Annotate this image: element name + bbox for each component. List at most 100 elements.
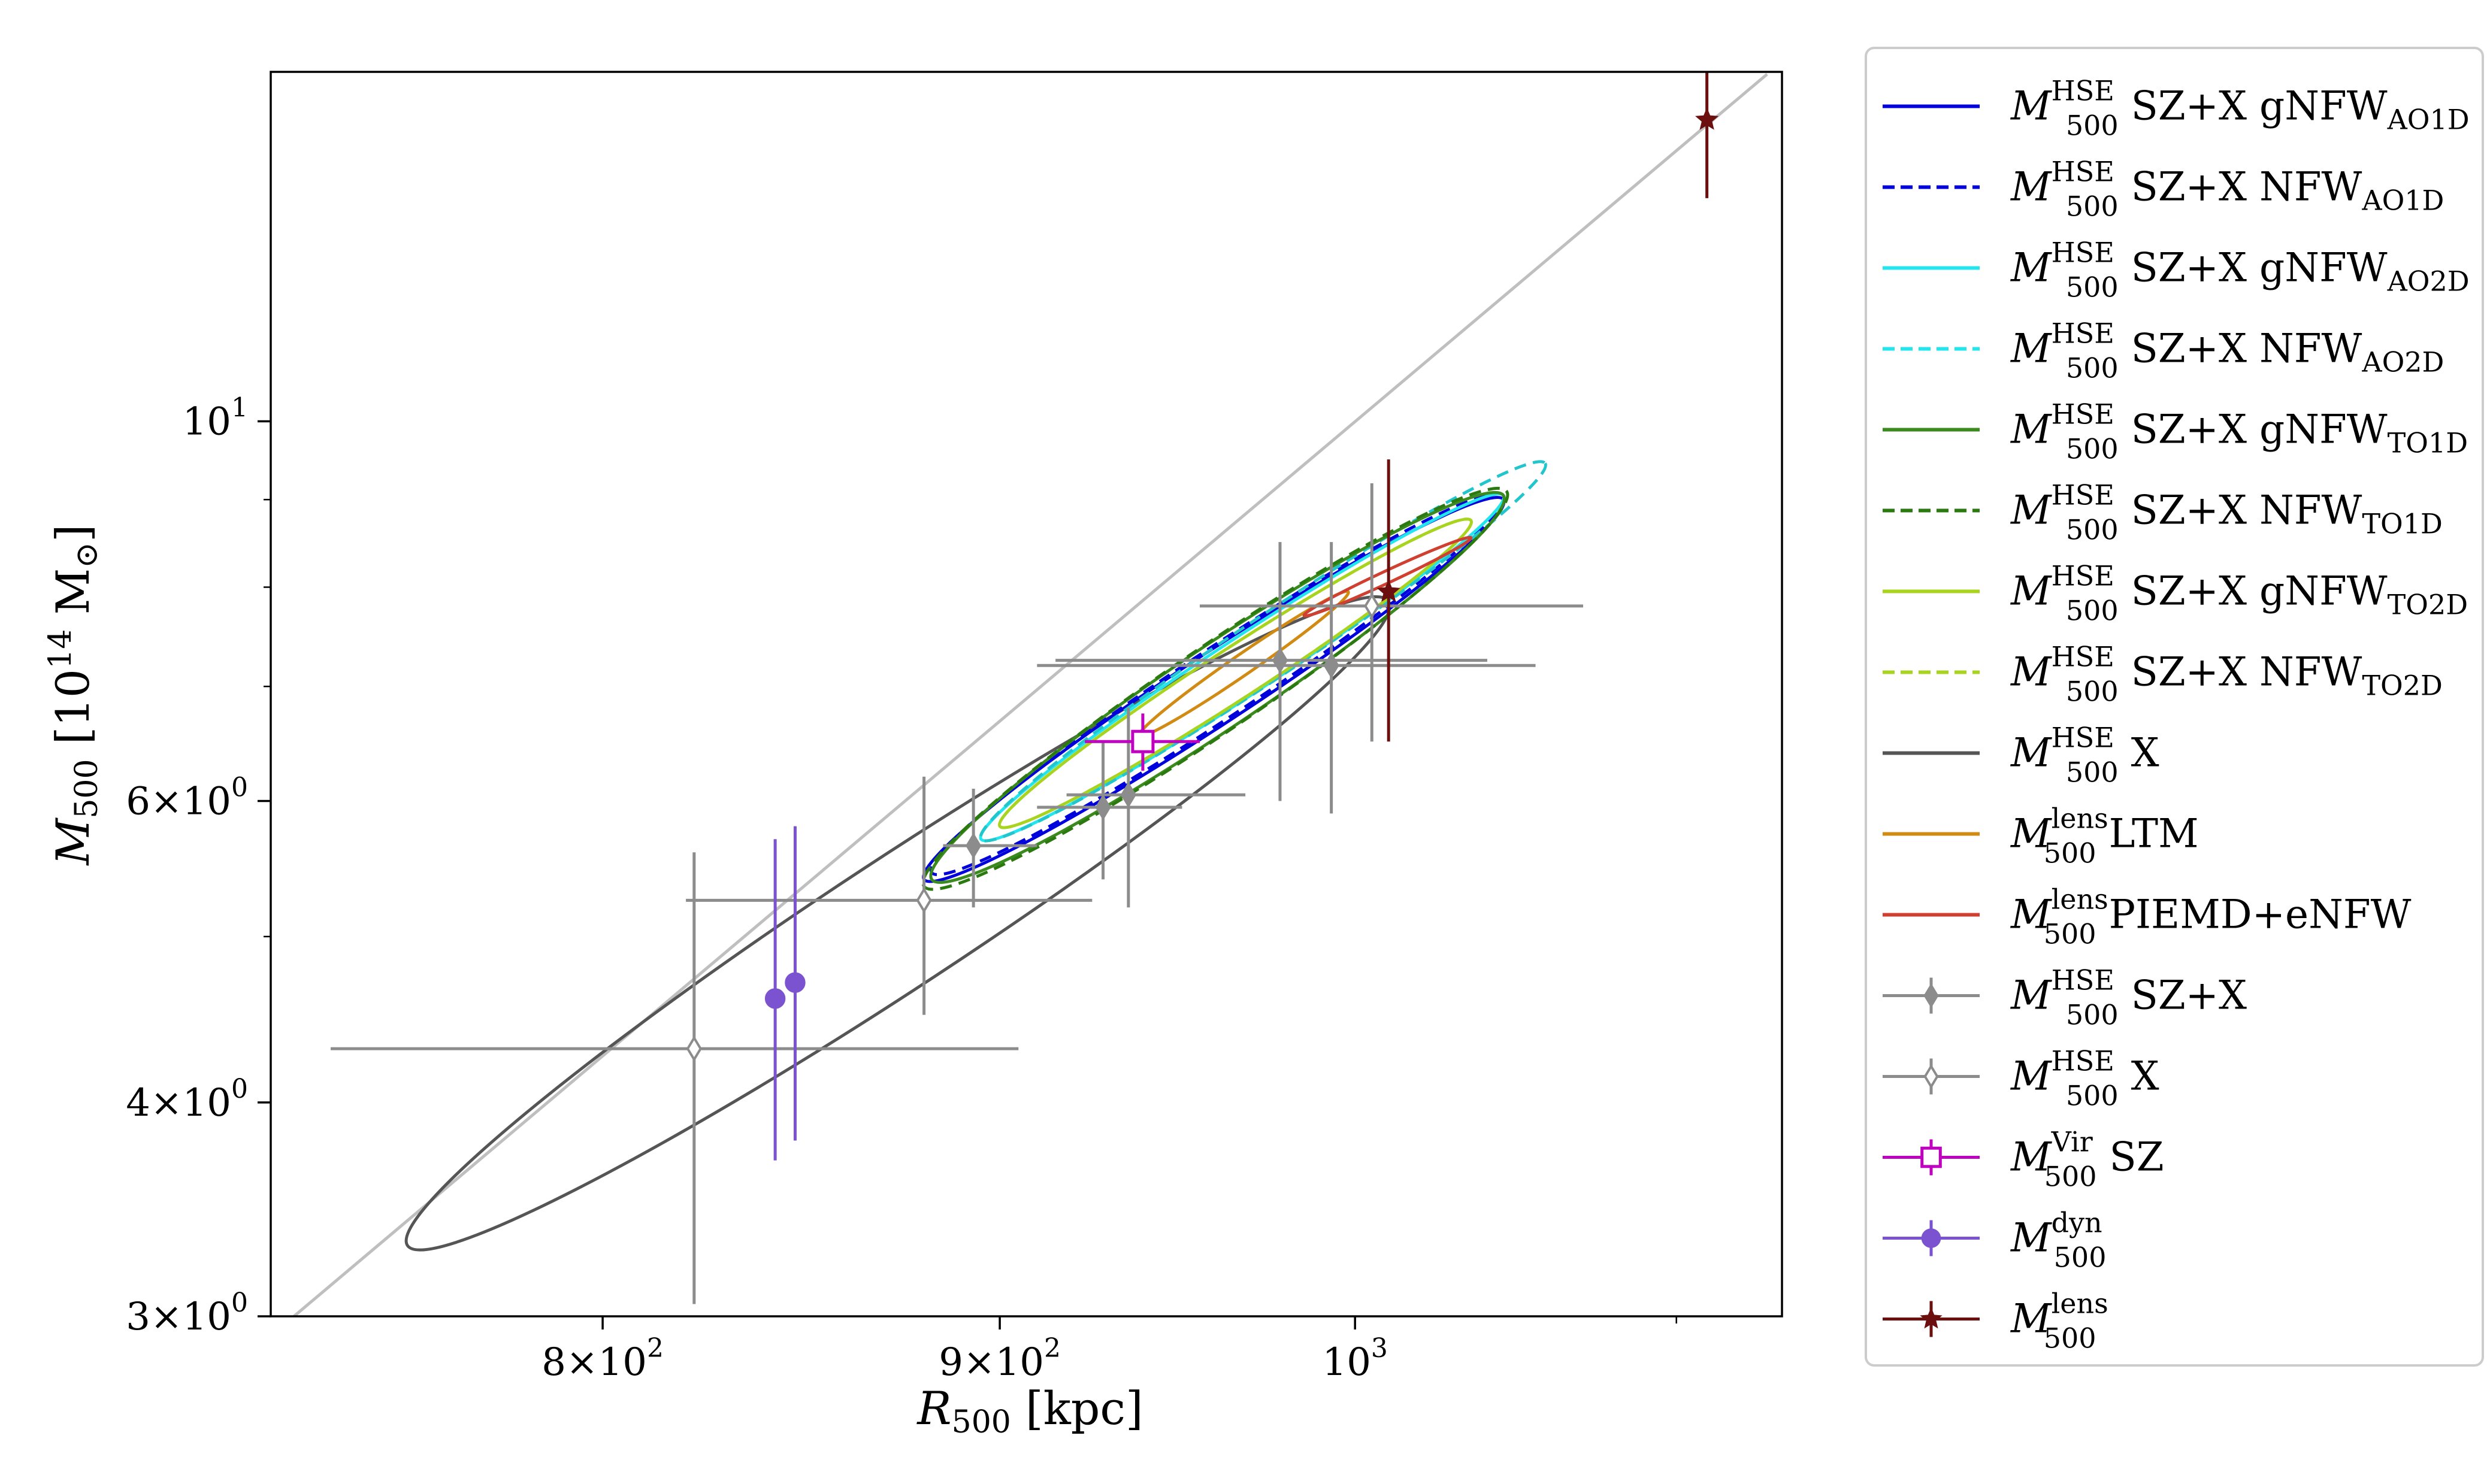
legend-sub-8: 500 xyxy=(2066,756,2119,789)
legend-sub-2: 500 xyxy=(2066,271,2119,304)
legend-text-8: X xyxy=(2131,730,2159,776)
legend-symbol-12: M xyxy=(2010,1053,2052,1100)
legend-symbol-2: M xyxy=(2010,245,2052,291)
point-3-1 xyxy=(785,972,806,993)
legend-entry-3: MHSE 500 SZ+X NFWAO2D xyxy=(1883,317,2444,384)
legend-entry-15: Mlens 500 xyxy=(1883,1288,2108,1355)
legend-box xyxy=(1865,47,2484,1367)
legend-space-10 xyxy=(2096,892,2109,938)
y-tick-exp-3: 1 xyxy=(231,392,248,423)
legend-sub-7: 500 xyxy=(2066,676,2119,708)
legend-label-6: MHSE 500 SZ+X gNFWTO2D xyxy=(2010,560,2468,627)
legend-space-13 xyxy=(2097,1134,2110,1180)
legend-label-3: MHSE 500 SZ+X NFWAO2D xyxy=(2010,317,2444,384)
legend-text-sub-1: AO1D xyxy=(2361,184,2444,217)
series-2 xyxy=(1085,713,1200,771)
legend-sup-11: HSE xyxy=(2052,964,2114,997)
legend-sup-7: HSE xyxy=(2052,641,2114,673)
legend-text-0: SZ+X gNFW xyxy=(2131,83,2388,129)
legend-sub-15: 500 xyxy=(2044,1322,2096,1355)
x-axis-label: R500 [kpc] xyxy=(916,1382,1143,1440)
y-tick-label-3: 101 xyxy=(183,392,248,444)
legend-sup-6: HSE xyxy=(2052,560,2114,592)
legend-symbol-14: M xyxy=(2010,1215,2052,1261)
legend-label-14: Mdyn 500 xyxy=(2010,1207,2106,1274)
legend-label-1: MHSE 500 SZ+X NFWAO1D xyxy=(2010,156,2444,223)
legend-text-12: X xyxy=(2131,1053,2159,1100)
point-1-2 xyxy=(1364,592,1380,619)
legend-space-8 xyxy=(2119,730,2131,776)
legend-text-sub-5: TO1D xyxy=(2362,508,2443,540)
y-tick-mant-2: 6×10 xyxy=(126,780,231,824)
point-0-2 xyxy=(1120,782,1137,808)
legend-symbol-5: M xyxy=(2010,487,2052,534)
y-tick-label-0: 3×100 xyxy=(126,1288,248,1339)
legend-space-2 xyxy=(2119,245,2131,291)
legend-sup-4: HSE xyxy=(2052,398,2114,431)
legend-sub-3: 500 xyxy=(2066,352,2119,384)
legend-text-sub-6: TO2D xyxy=(2388,589,2468,621)
legend-marker-11 xyxy=(1923,983,1939,1008)
point-2-0 xyxy=(1131,729,1155,753)
legend-sup-14: dyn xyxy=(2052,1207,2102,1239)
legend-space-5 xyxy=(2119,487,2131,534)
legend-sub-5: 500 xyxy=(2066,514,2119,546)
legend-label-11: MHSE 500 SZ+X xyxy=(2010,964,2247,1031)
legend-symbol-6: M xyxy=(2010,568,2052,614)
y-tick-exp-1: 0 xyxy=(231,1074,248,1104)
legend-sub-13: 500 xyxy=(2044,1161,2097,1193)
legend-symbol-13: M xyxy=(2010,1134,2052,1180)
legend-sup-2: HSE xyxy=(2052,237,2114,269)
legend-entry-4: MHSE 500 SZ+X gNFWTO1D xyxy=(1883,398,2468,465)
legend-label-13: MVir 500 SZ xyxy=(2010,1126,2164,1193)
axes-frame xyxy=(270,71,1783,1318)
y-tick-label-1: 4×100 xyxy=(126,1074,248,1125)
legend-entry-7: MHSE 500 SZ+X NFWTO2D xyxy=(1883,641,2443,708)
legend-text-11: SZ+X xyxy=(2131,973,2247,1019)
legend-text-sub-4: TO1D xyxy=(2388,427,2468,459)
point-3-0 xyxy=(764,988,786,1009)
legend-sub-1: 500 xyxy=(2066,190,2119,223)
legend-entry-14: Mdyn 500 xyxy=(1883,1207,2106,1274)
legend-sup-12: HSE xyxy=(2052,1045,2114,1077)
series-0 xyxy=(943,542,1536,908)
legend-sup-13: Vir xyxy=(2051,1126,2093,1158)
legend-marker-14 xyxy=(1921,1228,1941,1248)
point-0-0 xyxy=(966,832,982,859)
point-0-4 xyxy=(1323,652,1339,679)
series-4 xyxy=(1376,72,1719,742)
legend-label-2: MHSE 500 SZ+X gNFWAO2D xyxy=(2010,237,2470,304)
legend-label-15: Mlens 500 xyxy=(2010,1288,2108,1355)
legend-sub-11: 500 xyxy=(2066,999,2119,1031)
legend-symbol-10: M xyxy=(2010,892,2052,938)
legend-label-5: MHSE 500 SZ+X NFWTO1D xyxy=(2010,479,2443,546)
series-3 xyxy=(764,826,806,1161)
legend-sub-9: 500 xyxy=(2044,837,2096,870)
legend-sub-14: 500 xyxy=(2054,1241,2107,1274)
y-tick-exp-0: 0 xyxy=(231,1288,248,1318)
legend-sup-0: HSE xyxy=(2052,75,2114,107)
legend-symbol-15: M xyxy=(2010,1296,2052,1342)
legend-sup-10: lens xyxy=(2052,883,2108,916)
legend-sup-1: HSE xyxy=(2052,156,2114,188)
x-tick-exp-1: 2 xyxy=(1044,1333,1061,1364)
legend-symbol-9: M xyxy=(2010,811,2052,857)
legend-space-1 xyxy=(2119,164,2131,210)
legend-sub-0: 500 xyxy=(2066,110,2119,142)
legend-text-sub-3: AO2D xyxy=(2361,346,2444,378)
contour-10 xyxy=(1302,535,1473,618)
legend-text-9: LTM xyxy=(2109,811,2199,857)
legend-space-7 xyxy=(2119,649,2131,695)
legend-symbol-7: M xyxy=(2010,649,2052,695)
contour-8 xyxy=(997,517,1474,829)
legend-space-0 xyxy=(2119,83,2131,129)
legend-space-6 xyxy=(2119,568,2131,614)
y-tick-label-2: 6×100 xyxy=(126,773,248,824)
legend-space-3 xyxy=(2119,326,2131,372)
legend-text-6: SZ+X gNFW xyxy=(2131,568,2388,614)
legend-text-sub-0: AO1D xyxy=(2387,104,2470,136)
legend-entry-1: MHSE 500 SZ+X NFWAO1D xyxy=(1883,156,2444,223)
legend-label-8: MHSE 500 X xyxy=(2010,722,2159,789)
